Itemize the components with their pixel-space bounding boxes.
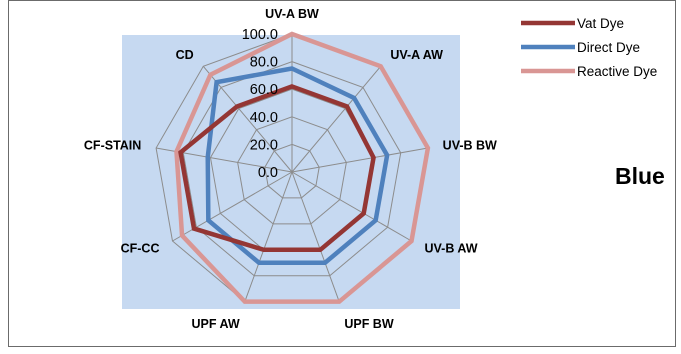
tick-label: 40.0 <box>250 110 278 126</box>
axis-label: UPF AW <box>192 317 240 331</box>
legend-label: Direct Dye <box>577 40 640 55</box>
tick-label: 0.0 <box>258 165 278 181</box>
grid-ring <box>182 61 402 277</box>
series-line-vat-dye <box>178 84 376 253</box>
series-group <box>174 31 431 304</box>
legend-label: Vat Dye <box>577 16 624 31</box>
axis-label: UV-B AW <box>425 242 478 256</box>
grid-ring <box>264 143 320 199</box>
series-line-reactive-dye <box>174 31 431 304</box>
grid-ring <box>237 116 347 225</box>
tick-label: 80.0 <box>250 55 278 71</box>
axis-label: UV-A BW <box>265 7 319 21</box>
tick-label: 20.0 <box>250 137 278 153</box>
series-line-direct-dye <box>205 66 390 266</box>
axis-label: CF-CC <box>121 242 160 256</box>
axis-label: UPF BW <box>344 317 394 331</box>
axis-label: CD <box>176 48 194 62</box>
tick-labels: 0.0 20.0 40.0 60.0 80.0 100.0 <box>242 27 278 181</box>
grid-spoke <box>291 171 412 242</box>
grid-spoke <box>291 147 428 173</box>
axis-label: UV-B BW <box>443 138 497 152</box>
axis-labels: UV-A BW UV-A AW UV-B BW UV-B AW UPF BW UPF AW… <box>84 7 497 331</box>
chart-frame: 0.0 20.0 40.0 60.0 80.0 100.0 UV-A BW UV-A AW U… <box>8 0 676 347</box>
legend-label: Reactive Dye <box>577 64 657 79</box>
tick-label: 100.0 <box>242 27 278 43</box>
chart-caption: Blue <box>615 163 665 189</box>
axis-label: UV-A AW <box>390 48 443 62</box>
legend: Vat Dye Direct Dye Reactive Dye <box>521 16 657 79</box>
grid-spoke <box>244 171 293 302</box>
axis-label: CF-STAIN <box>84 138 141 152</box>
tick-label: 60.0 <box>250 82 278 98</box>
grid-spoke <box>291 65 382 173</box>
grid-spoke <box>291 171 340 302</box>
